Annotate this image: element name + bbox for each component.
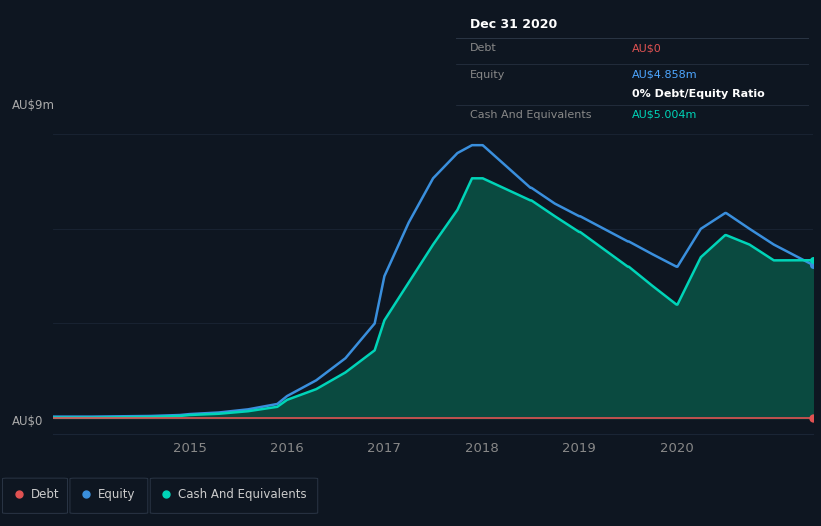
Text: Cash And Equivalents: Cash And Equivalents: [178, 488, 307, 501]
Text: Cash And Equivalents: Cash And Equivalents: [470, 109, 591, 119]
Text: Equity: Equity: [470, 70, 505, 80]
Text: Debt: Debt: [470, 43, 497, 53]
Text: Dec 31 2020: Dec 31 2020: [470, 18, 557, 31]
Text: 0% Debt/Equity Ratio: 0% Debt/Equity Ratio: [632, 88, 765, 98]
FancyBboxPatch shape: [2, 478, 67, 513]
Text: AU$0: AU$0: [632, 43, 662, 53]
Text: Equity: Equity: [98, 488, 135, 501]
Text: AU$5.004m: AU$5.004m: [632, 109, 698, 119]
Text: Debt: Debt: [30, 488, 59, 501]
Text: AU$9m: AU$9m: [11, 99, 55, 112]
Text: AU$0: AU$0: [11, 414, 43, 428]
Text: AU$4.858m: AU$4.858m: [632, 70, 698, 80]
FancyBboxPatch shape: [70, 478, 148, 513]
FancyBboxPatch shape: [150, 478, 318, 513]
